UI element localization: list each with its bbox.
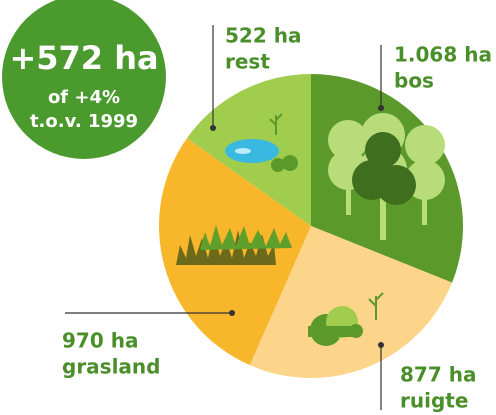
leader-dot: [229, 310, 235, 316]
badge-line: of +4%: [48, 87, 120, 108]
infographic: 1.068 habos 877 haruigte 970 hagrasland 522…: [0, 0, 496, 415]
badge-title: +572 ha: [9, 39, 158, 77]
category-label: ruigte: [400, 389, 468, 413]
value-label: 1.068 ha: [394, 43, 492, 67]
category-label: grasland: [62, 355, 161, 379]
leader-dot: [378, 342, 384, 348]
leader-dot: [378, 105, 384, 111]
value-label: 522 ha: [225, 24, 301, 48]
badge: +572 ha of +4% t.o.v. 1999: [2, 0, 166, 159]
badge-line: t.o.v. 1999: [30, 111, 138, 132]
badge-circle: [2, 0, 166, 159]
category-label: bos: [394, 69, 434, 93]
leader-dot: [210, 125, 216, 131]
value-label: 970 ha: [62, 329, 138, 353]
category-label: rest: [225, 50, 270, 74]
value-label: 877 ha: [400, 363, 476, 387]
